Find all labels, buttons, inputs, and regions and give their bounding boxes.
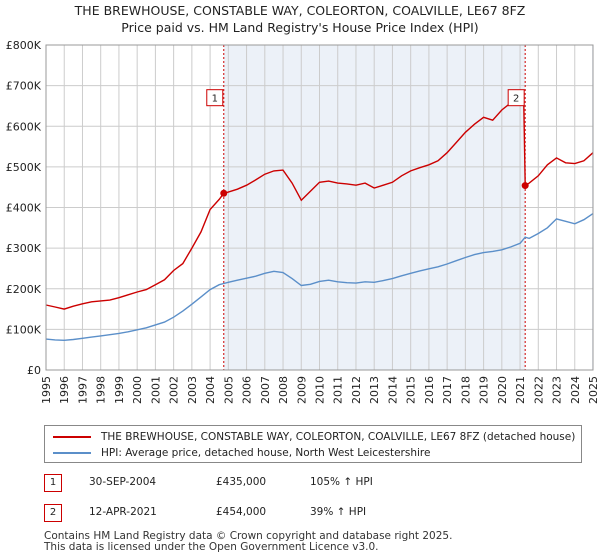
chart-title-line1: THE BREWHOUSE, CONSTABLE WAY, COLEORTON,… xyxy=(74,3,526,18)
x-tick-label: 2022 xyxy=(532,376,545,404)
sale-point xyxy=(220,189,228,197)
x-tick-label: 2006 xyxy=(241,376,254,404)
legend-swatch-property xyxy=(53,436,91,438)
legend: THE BREWHOUSE, CONSTABLE WAY, COLEORTON,… xyxy=(44,425,582,463)
x-tick-label: 2005 xyxy=(222,376,235,404)
y-tick-label: £200K xyxy=(6,283,42,296)
sale-hpi-change: 39% ↑ HPI xyxy=(310,506,367,518)
grid-layer xyxy=(45,44,594,371)
x-tick-label: 2023 xyxy=(551,376,564,404)
x-tick-label: 2017 xyxy=(441,376,454,404)
x-tick-label: 2013 xyxy=(368,376,381,404)
plot-frame xyxy=(45,44,594,371)
legend-item-property: THE BREWHOUSE, CONSTABLE WAY, COLEORTON,… xyxy=(53,429,575,445)
x-tick-label: 1999 xyxy=(113,376,126,404)
sale-row: 1 30-SEP-2004 £435,000 105% ↑ HPI xyxy=(44,474,584,494)
x-tick-label: 2024 xyxy=(569,376,582,404)
legend-swatch-hpi xyxy=(53,452,91,454)
legend-item-hpi: HPI: Average price, detached house, Nort… xyxy=(53,445,430,461)
x-tick-label: 1996 xyxy=(58,376,71,404)
x-tick-label: 1997 xyxy=(76,376,89,404)
x-tick-label: 2011 xyxy=(332,376,345,404)
x-tick-label: 2000 xyxy=(131,376,144,404)
y-tick-label: £400K xyxy=(6,202,42,215)
footer-line1: Contains HM Land Registry data © Crown c… xyxy=(44,530,453,542)
sale-badge: 1 xyxy=(44,474,62,492)
sale-marker-label: 2 xyxy=(513,94,519,105)
y-tick-label: £700K xyxy=(6,80,42,93)
sale-badge: 2 xyxy=(44,504,62,522)
footer-line2: This data is licensed under the Open Gov… xyxy=(44,541,379,553)
sale-marker-label: 1 xyxy=(212,94,218,105)
y-tick-label: £800K xyxy=(6,39,42,52)
x-tick-label: 2008 xyxy=(277,376,290,404)
x-tick-label: 2018 xyxy=(459,376,472,404)
x-tick-label: 2020 xyxy=(496,376,509,404)
sale-marker-box xyxy=(206,89,224,107)
sale-row: 2 12-APR-2021 £454,000 39% ↑ HPI xyxy=(44,504,584,524)
x-tick-label: 2014 xyxy=(386,376,399,404)
x-tick-label: 2002 xyxy=(168,376,181,404)
x-tick-label: 2021 xyxy=(514,376,527,404)
sale-price: £454,000 xyxy=(216,506,267,518)
axis-layer: £0 £100K £200K £300K £400K £500K £600K £700K £80… xyxy=(6,39,600,404)
sale-date: 12-APR-2021 xyxy=(89,506,157,518)
x-tick-label: 2012 xyxy=(350,376,363,404)
x-tick-label: 2003 xyxy=(186,376,199,404)
sale-marker-box xyxy=(507,89,525,107)
y-tick-label: £500K xyxy=(6,161,42,174)
sale-hpi-change: 105% ↑ HPI xyxy=(310,476,373,488)
x-tick-label: 1995 xyxy=(40,376,53,404)
x-tick-label: 2001 xyxy=(149,376,162,404)
sale-point xyxy=(521,182,529,190)
hpi-line xyxy=(45,213,594,342)
legend-label-property: THE BREWHOUSE, CONSTABLE WAY, COLEORTON,… xyxy=(101,431,576,443)
x-tick-label: 2010 xyxy=(314,376,327,404)
x-tick-label: 2015 xyxy=(405,376,418,404)
y-tick-label: £300K xyxy=(6,242,42,255)
footer: Contains HM Land Registry data © Crown c… xyxy=(44,531,452,553)
x-tick-label: 1998 xyxy=(95,376,108,404)
x-tick-label: 2025 xyxy=(587,376,600,404)
y-tick-label: £0 xyxy=(27,364,41,377)
x-tick-label: 2016 xyxy=(423,376,436,404)
sale-price: £435,000 xyxy=(216,476,267,488)
x-tick-label: 2007 xyxy=(259,376,272,404)
x-tick-label: 2004 xyxy=(204,376,217,404)
sale-date: 30-SEP-2004 xyxy=(89,476,157,488)
legend-label-hpi: HPI: Average price, detached house, Nort… xyxy=(101,447,431,459)
y-tick-label: £600K xyxy=(6,120,42,133)
y-tick-label: £100K xyxy=(6,323,42,336)
chart-title-line2: Price paid vs. HM Land Registry's House … xyxy=(121,20,479,35)
x-tick-label: 2009 xyxy=(295,376,308,404)
x-tick-label: 2019 xyxy=(478,376,491,404)
